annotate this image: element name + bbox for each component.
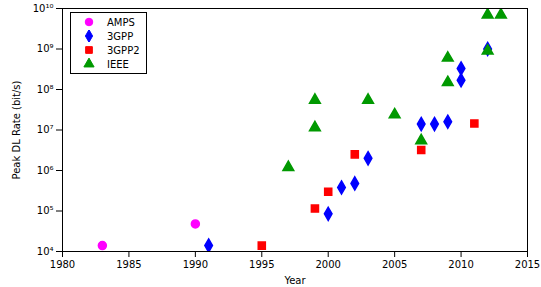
html-text:AMPS: AMPS (107, 16, 135, 28)
html-text:3GPP: 3GPP (107, 30, 134, 42)
svg-text:Year: Year (283, 275, 306, 286)
html-text:IEEE: IEEE (107, 58, 129, 70)
svg-text:2015: 2015 (515, 259, 540, 270)
svg-text:1990: 1990 (183, 259, 208, 270)
svg-text:Peak DL Rate (bit/s): Peak DL Rate (bit/s) (11, 80, 22, 179)
svg-text:10⁷: 10⁷ (37, 124, 54, 135)
svg-text:2010: 2010 (448, 259, 473, 270)
svg-text:1985: 1985 (116, 259, 141, 270)
svg-text:10⁶: 10⁶ (37, 165, 54, 176)
html-text:3GPP2: 3GPP2 (107, 44, 140, 56)
svg-text:10⁸: 10⁸ (37, 84, 54, 95)
svg-text:2005: 2005 (382, 259, 407, 270)
svg-text:1995: 1995 (249, 259, 274, 270)
svg-text:10⁴: 10⁴ (37, 246, 54, 257)
svg-text:10¹⁰: 10¹⁰ (33, 3, 54, 14)
svg-text:10⁵: 10⁵ (37, 205, 54, 216)
svg-text:1980: 1980 (50, 259, 75, 270)
svg-text:2000: 2000 (315, 259, 340, 270)
svg-text:10⁹: 10⁹ (37, 43, 54, 54)
